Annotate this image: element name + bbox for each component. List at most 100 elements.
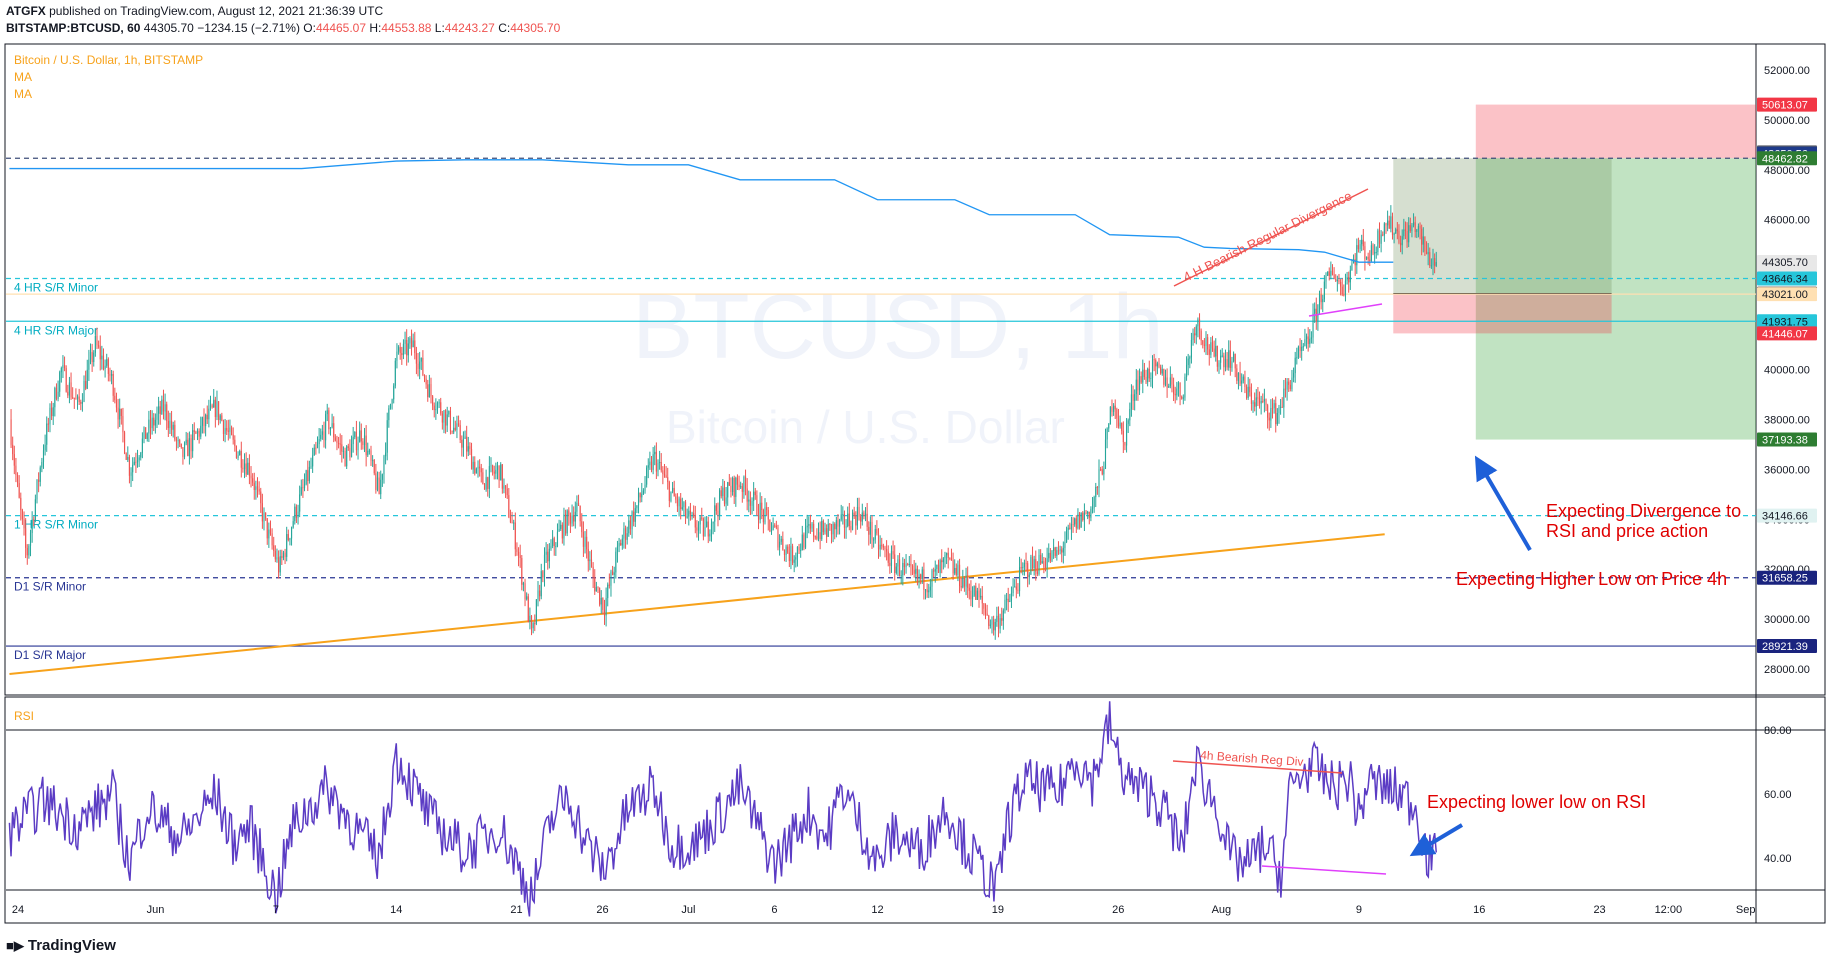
candle-body — [81, 401, 83, 404]
candle-body — [256, 486, 259, 490]
candle-body — [1176, 388, 1178, 396]
candle-body — [788, 552, 790, 562]
time-tick: 21 — [510, 904, 522, 916]
candle — [380, 470, 382, 500]
candle — [856, 497, 858, 530]
candle-body — [843, 514, 846, 528]
price-badge-box — [1757, 326, 1817, 341]
candle-body — [1305, 336, 1308, 340]
candle — [506, 483, 508, 499]
candle-body — [383, 456, 385, 475]
candle — [329, 426, 332, 436]
candle — [791, 543, 794, 566]
candle-body — [428, 384, 430, 398]
candle — [519, 544, 521, 568]
candle-body — [720, 490, 722, 497]
candle-body — [873, 539, 875, 541]
candle-body — [991, 619, 993, 625]
candle-body — [832, 524, 834, 535]
candle-body — [547, 551, 549, 562]
candle — [1220, 349, 1222, 370]
candle — [1325, 272, 1327, 289]
rsi-line — [8, 701, 1438, 917]
candle-body — [496, 465, 499, 470]
candle-body — [355, 431, 357, 451]
candle-body — [691, 513, 693, 515]
candle-body — [1088, 511, 1090, 518]
candle-body — [239, 451, 241, 456]
candle-body — [1121, 422, 1123, 431]
candle-body — [590, 559, 593, 567]
candle — [1416, 228, 1418, 239]
candle-body — [1138, 376, 1141, 391]
candle-body — [505, 485, 507, 489]
candle — [177, 436, 179, 449]
candle-body — [347, 446, 349, 448]
candle — [1114, 399, 1116, 419]
candle-body — [284, 552, 286, 557]
candle-body — [65, 368, 67, 392]
candle — [508, 487, 510, 519]
candle — [1429, 247, 1431, 268]
candle-body — [508, 495, 510, 518]
candle-body — [1064, 542, 1066, 548]
candle-body — [162, 399, 165, 412]
candle-body — [318, 439, 320, 445]
candle-body — [123, 432, 126, 454]
candle-body — [1216, 345, 1218, 367]
candle — [1078, 511, 1081, 530]
candle-body — [637, 492, 640, 506]
candle-body — [1333, 274, 1335, 280]
candle-body — [684, 502, 687, 518]
candle-body — [250, 475, 252, 479]
candle-body — [1429, 252, 1431, 266]
candle — [472, 456, 474, 474]
candle-body — [292, 521, 294, 528]
candle — [978, 583, 980, 608]
candle-body — [688, 510, 690, 517]
candle-body — [610, 571, 612, 586]
candle-body — [775, 525, 777, 528]
candle — [850, 520, 852, 533]
candle-body — [900, 575, 902, 577]
candle-body — [785, 546, 787, 555]
candle-body — [448, 411, 450, 415]
candle — [70, 372, 72, 400]
candle-body — [248, 462, 250, 476]
candle-body — [300, 487, 302, 495]
candle — [350, 435, 353, 458]
candle — [1271, 398, 1274, 419]
candle — [187, 432, 189, 457]
candle-body — [1286, 381, 1288, 390]
candle-body — [1265, 399, 1267, 406]
candle-body — [23, 519, 25, 529]
candle — [65, 365, 67, 393]
candle-body — [608, 584, 610, 586]
candle — [1200, 328, 1202, 346]
candle-body — [871, 521, 873, 540]
candle-body — [1220, 355, 1222, 363]
candle — [694, 505, 696, 534]
candle-body — [980, 595, 982, 598]
candle-body — [1009, 600, 1011, 602]
candle-body — [975, 586, 977, 600]
candle-body — [717, 510, 719, 516]
candle-body — [483, 484, 486, 490]
candle-body — [218, 401, 220, 420]
candle — [209, 395, 212, 411]
candle — [1229, 340, 1231, 376]
candle — [1043, 556, 1045, 574]
candle — [44, 434, 46, 456]
candle — [535, 598, 537, 626]
candle-body — [1408, 225, 1410, 243]
candle-body — [670, 491, 672, 501]
candle-body — [85, 381, 87, 389]
candle-body — [359, 430, 361, 443]
candle-body — [1033, 559, 1035, 569]
candle — [706, 515, 708, 528]
candle-body — [477, 466, 479, 469]
candle — [573, 506, 575, 527]
candle — [1184, 373, 1186, 401]
candle-body — [120, 408, 122, 417]
